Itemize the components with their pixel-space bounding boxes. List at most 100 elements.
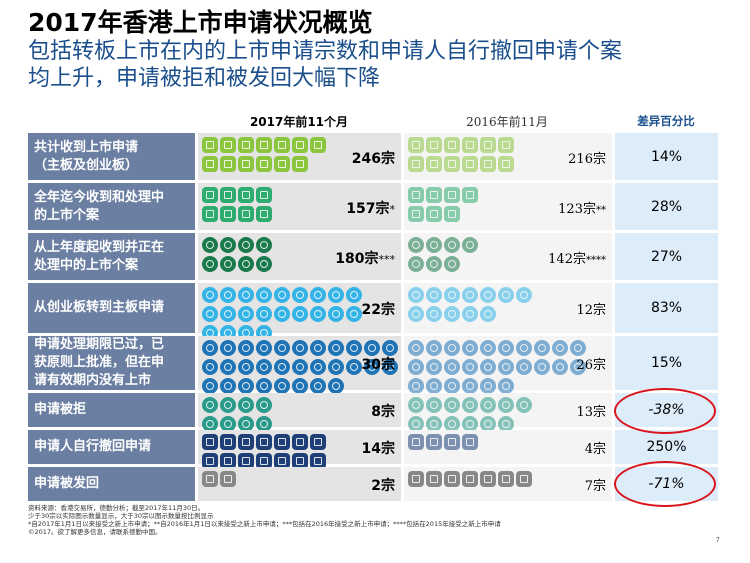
value-unit: 宗 bbox=[381, 151, 395, 167]
application-icon bbox=[220, 137, 236, 153]
application-icon bbox=[202, 378, 218, 394]
application-icon bbox=[202, 453, 218, 469]
value-unit: 宗 bbox=[592, 405, 606, 420]
application-icon bbox=[462, 237, 478, 253]
table-row: 申请被发回 2宗 7宗 -71% bbox=[28, 467, 718, 501]
application-icon bbox=[274, 340, 290, 356]
application-icon bbox=[220, 397, 236, 413]
pictogram-grid bbox=[408, 137, 514, 173]
application-icon bbox=[444, 434, 460, 450]
row-category-label-line: 申请被拒 bbox=[34, 402, 87, 417]
application-icon bbox=[516, 471, 532, 487]
application-icon bbox=[310, 340, 326, 356]
value-number: 142 bbox=[548, 252, 573, 267]
value-unit: 宗 bbox=[381, 441, 395, 457]
application-icon bbox=[444, 187, 460, 203]
row-category-label: 全年迄今收到和处理中 的上市个案 bbox=[28, 183, 195, 230]
application-icon bbox=[480, 397, 496, 413]
application-icon bbox=[220, 206, 236, 222]
application-icon bbox=[444, 306, 460, 322]
application-icon bbox=[480, 137, 496, 153]
application-icon bbox=[444, 416, 460, 432]
application-icon bbox=[274, 156, 290, 172]
application-icon bbox=[444, 359, 460, 375]
pictogram-grid bbox=[202, 397, 272, 433]
row-category-label-line: 申请处理期限已过，已 bbox=[34, 337, 165, 352]
application-icon bbox=[292, 306, 308, 322]
pictogram-grid bbox=[408, 434, 478, 451]
value-unit: 宗 bbox=[592, 358, 606, 373]
pictogram-grid bbox=[202, 237, 272, 273]
row-category-label: 从上年度起收到并正在 处理中的上市个案 bbox=[28, 233, 195, 280]
cell-2017: 30宗 bbox=[198, 336, 401, 394]
value-number: 14 bbox=[361, 441, 381, 457]
cell-diff: 83% bbox=[615, 283, 718, 333]
application-icon bbox=[382, 340, 398, 356]
cell-diff: 250% bbox=[615, 430, 718, 464]
value-unit: 宗 bbox=[381, 478, 395, 494]
application-icon bbox=[462, 156, 478, 172]
footnote-markers: *自2017年1月1日以来接受之新上市申请；**自2016年1月1日以来接受之新… bbox=[28, 520, 501, 528]
value-label: 12宗 bbox=[576, 299, 606, 318]
value-unit: 宗 bbox=[592, 479, 606, 494]
application-icon bbox=[480, 471, 496, 487]
application-icon bbox=[426, 256, 442, 272]
cell-2017: 2宗 bbox=[198, 467, 401, 501]
application-icon bbox=[516, 340, 532, 356]
application-icon bbox=[238, 397, 254, 413]
application-icon bbox=[202, 434, 218, 450]
row-category-label-line: 的上市个案 bbox=[34, 207, 100, 223]
application-icon bbox=[256, 434, 272, 450]
application-icon bbox=[426, 137, 442, 153]
application-icon bbox=[292, 378, 308, 394]
pictogram-grid bbox=[202, 137, 326, 173]
value-number: 123 bbox=[558, 202, 583, 217]
application-icon bbox=[220, 156, 236, 172]
page-number: 7 bbox=[715, 536, 720, 544]
application-icon bbox=[274, 137, 290, 153]
value-label: 216宗 bbox=[568, 148, 606, 167]
application-icon bbox=[498, 359, 514, 375]
value-footnote-marker: * bbox=[389, 203, 396, 216]
application-icon bbox=[444, 471, 460, 487]
cell-diff: 27% bbox=[615, 233, 718, 280]
application-icon bbox=[480, 378, 496, 394]
application-icon bbox=[202, 237, 218, 253]
application-icon bbox=[238, 453, 254, 469]
application-icon bbox=[426, 237, 442, 253]
application-icon bbox=[462, 471, 478, 487]
application-icon bbox=[408, 378, 424, 394]
application-icon bbox=[408, 397, 424, 413]
application-icon bbox=[444, 256, 460, 272]
application-icon bbox=[220, 378, 236, 394]
application-icon bbox=[328, 287, 344, 303]
application-icon bbox=[426, 287, 442, 303]
application-icon bbox=[220, 237, 236, 253]
application-icon bbox=[498, 287, 514, 303]
application-icon bbox=[256, 156, 272, 172]
application-icon bbox=[408, 416, 424, 432]
pictogram-grid bbox=[408, 237, 478, 273]
application-icon bbox=[256, 416, 272, 432]
row-category-label-line: 请有效期内没有上市 bbox=[34, 373, 152, 388]
application-icon bbox=[274, 434, 290, 450]
cell-2016: 142宗**** bbox=[404, 233, 612, 280]
application-icon bbox=[444, 156, 460, 172]
application-icon bbox=[310, 378, 326, 394]
row-category-label-line: 获原则上批准，但在申 bbox=[34, 355, 165, 370]
cell-2016: 26宗 bbox=[404, 336, 612, 394]
application-icon bbox=[364, 359, 380, 375]
value-unit: 宗 bbox=[364, 251, 379, 267]
application-icon bbox=[552, 359, 568, 375]
table-row: 从上年度起收到并正在 处理中的上市个案 180宗*** 142宗**** 27% bbox=[28, 233, 718, 280]
application-icon bbox=[328, 378, 344, 394]
value-label: 26宗 bbox=[576, 354, 606, 373]
application-icon bbox=[292, 137, 308, 153]
pictogram-grid bbox=[202, 287, 362, 342]
application-icon bbox=[274, 453, 290, 469]
application-icon bbox=[202, 306, 218, 322]
application-icon bbox=[426, 206, 442, 222]
cell-diff: 28% bbox=[615, 183, 718, 230]
row-category-label: 申请处理期限已过，已 获原则上批准，但在申 请有效期内没有上市 bbox=[28, 336, 195, 390]
application-icon bbox=[292, 287, 308, 303]
